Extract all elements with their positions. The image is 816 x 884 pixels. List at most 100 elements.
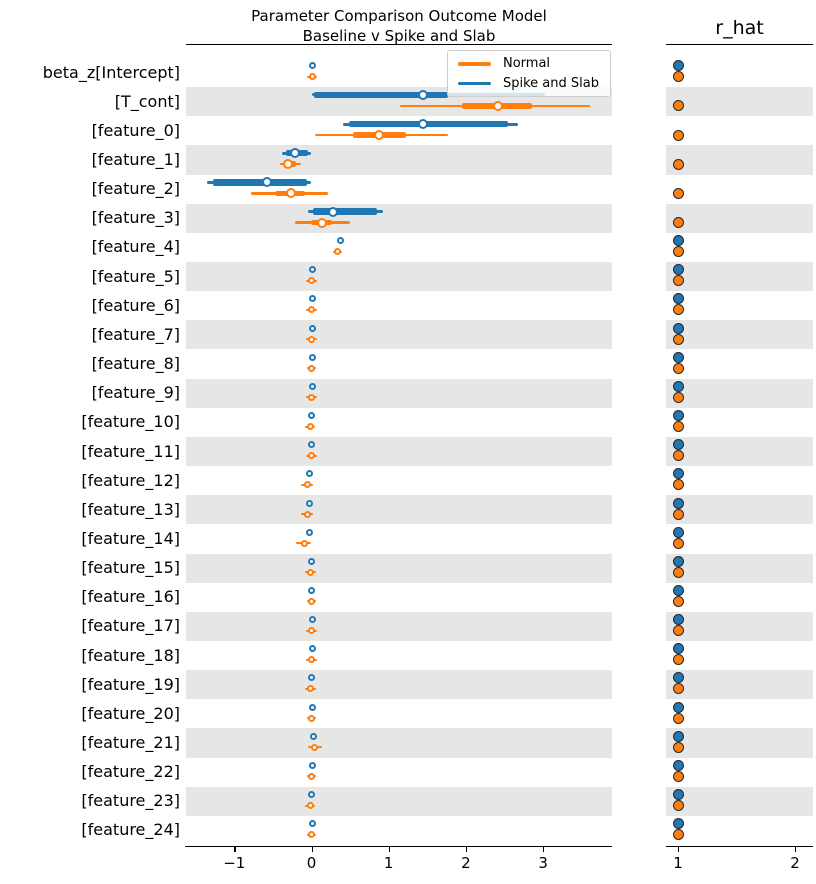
rhat-dot-spike [672,789,684,801]
x-tick-mark [678,846,680,852]
point-estimate-marker [304,481,312,489]
legend: Normal Spike and Slab [447,50,611,97]
rhat-dot-spike [672,468,684,480]
y-axis-label: [feature_13] [81,499,180,519]
point-estimate-marker [308,306,315,314]
y-axis-label: [feature_0] [91,120,180,140]
rhat-dot-normal [672,508,684,520]
rhat-dot-normal [672,479,684,491]
point-estimate-marker [334,248,342,256]
row-band-rhat [666,728,813,758]
rhat-dot-normal [672,100,684,112]
median-marker [283,159,294,170]
median-marker [418,119,429,130]
point-estimate-marker [308,295,316,303]
point-estimate-marker [308,772,315,780]
spike-and-slab-line-swatch-icon [458,81,491,85]
point-estimate-marker [308,277,315,285]
x-tick-mark [388,846,390,852]
point-estimate-marker [307,802,315,810]
rhat-dot-spike [672,555,684,567]
ci-thick-line [313,208,378,215]
point-estimate-marker [337,237,345,245]
legend-label-normal: Normal [503,56,551,72]
ci-thick-line [212,179,307,186]
rhat-dot-spike [672,759,684,771]
rhat-dot-normal [672,654,684,666]
x-tick-label: 1 [383,853,394,872]
rhat-dot-spike [672,818,684,830]
y-axis-label: [feature_4] [91,237,180,257]
y-axis-label: [feature_21] [81,733,180,753]
row-band-rhat [666,495,813,525]
point-estimate-marker [308,714,315,722]
y-axis-label: [T_cont] [114,91,180,111]
row-band-main [186,728,612,758]
rhat-dot-normal [672,625,684,637]
rhat-dot-spike [672,293,684,305]
rhat-dot-normal [672,741,684,753]
row-band-rhat [666,436,813,467]
point-estimate-marker [308,393,315,401]
main-title-line1: Parameter Comparison Outcome Model [251,7,547,25]
y-axis-label: [feature_12] [81,470,180,490]
rhat-dot-normal [672,800,684,812]
point-estimate-marker [308,616,316,624]
point-estimate-marker [308,364,315,372]
median-marker [493,100,504,111]
main-title: Parameter Comparison Outcome Model Basel… [186,7,612,46]
y-axis-label: [feature_3] [91,208,180,228]
point-estimate-marker [301,539,309,547]
row-band-rhat [666,87,813,117]
median-marker [317,217,328,228]
point-estimate-marker [307,423,315,431]
y-axis-label: [feature_16] [81,587,180,607]
x-tick-label: 0 [306,853,317,872]
median-marker [328,206,339,217]
x-tick-label: 2 [461,853,471,872]
rhat-dot-normal [672,246,684,258]
point-estimate-marker [308,791,315,799]
point-estimate-marker [308,831,315,839]
rhat-dot-normal [672,450,684,462]
row-band-rhat [666,320,813,350]
point-estimate-marker [308,674,315,682]
rhat-dot-normal [672,391,684,403]
row-band-rhat [666,786,813,816]
point-estimate-marker [308,441,315,449]
rhat-dot-normal [672,217,684,229]
y-axis-label: [feature_24] [81,820,180,840]
main-title-line2: Baseline v Spike and Slab [302,26,496,45]
row-band-main [186,786,612,816]
rhat-dot-spike [672,730,684,742]
rhat-dot-normal [672,158,684,170]
x-tick-mark [795,846,797,852]
legend-entry-spike: Spike and Slab [448,76,610,91]
y-axis-label: [feature_14] [81,528,180,548]
row-band-main [186,378,612,408]
median-marker [373,130,384,141]
point-estimate-marker [308,353,316,361]
y-axis-label: [feature_8] [91,354,180,374]
point-estimate-marker [308,412,315,420]
point-estimate-marker [308,452,315,460]
rhat-dot-spike [672,439,684,451]
rhat-dot-normal [672,712,684,724]
rhat-dot-normal [672,595,684,607]
rhat-dot-spike [672,497,684,509]
point-estimate-marker [308,382,316,390]
main-top-spine [186,44,612,46]
x-tick-mark [465,846,468,852]
median-marker [290,148,301,159]
row-band-rhat [666,611,813,642]
x-tick-label: −1 [223,853,246,872]
point-estimate-marker [309,732,317,740]
median-marker [262,177,273,188]
point-estimate-marker [308,761,316,769]
rhat-dot-normal [672,421,684,433]
rhat-dot-normal [672,333,684,345]
y-axis-label: [feature_1] [91,150,180,170]
row-band-rhat [666,203,813,233]
row-band-rhat [666,670,813,700]
